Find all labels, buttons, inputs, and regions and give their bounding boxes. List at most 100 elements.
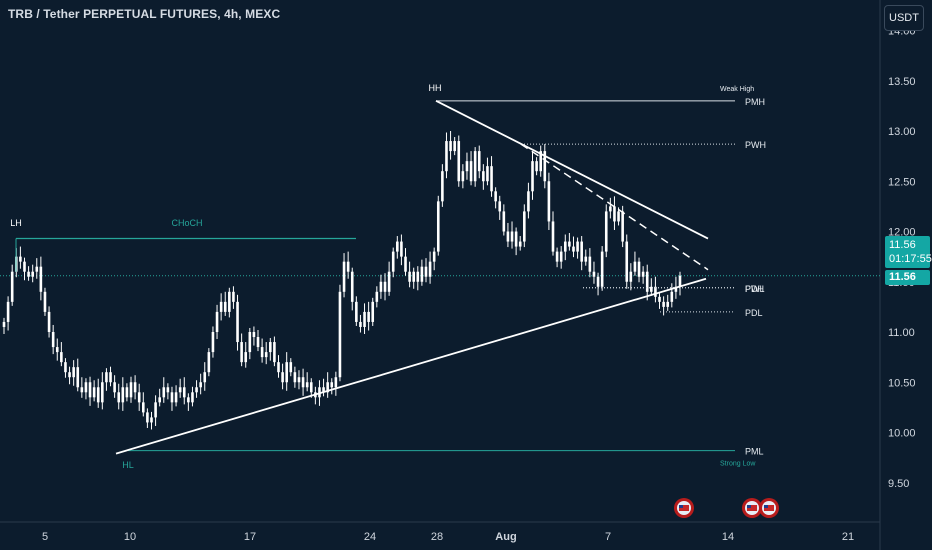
candle-body: [260, 347, 264, 358]
candle-body: [445, 141, 448, 172]
candle-body: [625, 241, 629, 282]
candle-body: [436, 201, 440, 252]
candle-body: [375, 291, 379, 302]
candle: [240, 333, 243, 367]
candle: [330, 378, 334, 395]
candle: [502, 204, 506, 236]
candle: [420, 259, 424, 286]
candle-body: [658, 296, 661, 302]
candle-body: [80, 387, 84, 393]
candle: [363, 303, 366, 335]
candle-body: [563, 241, 567, 252]
candle-body: [600, 251, 604, 287]
structure-label-hl: HL: [122, 460, 134, 470]
candle-body: [400, 241, 403, 257]
candle-body: [338, 291, 342, 378]
candle: [416, 266, 420, 291]
last-price-value: 11.56: [889, 239, 916, 251]
candle: [572, 236, 575, 258]
candle: [166, 383, 170, 400]
candle: [6, 296, 10, 331]
candle-body: [645, 271, 649, 292]
candle-body: [84, 382, 88, 393]
candle-body: [117, 392, 121, 403]
candle-body: [334, 377, 338, 388]
candle: [92, 380, 96, 402]
candle-body: [580, 241, 583, 262]
candle: [449, 131, 452, 160]
candle: [301, 368, 305, 396]
candle-body: [191, 392, 194, 403]
level-label-pwh: PWH: [745, 140, 766, 150]
candle: [244, 342, 248, 368]
candle: [117, 383, 121, 410]
candle-body: [621, 211, 624, 242]
candle: [400, 234, 403, 266]
candle-body: [641, 271, 645, 277]
candle: [510, 221, 514, 249]
candle-body: [187, 397, 190, 403]
candle: [625, 234, 629, 289]
time-tick-label: 5: [42, 531, 48, 543]
candle-body: [293, 372, 297, 383]
candle-body: [678, 275, 682, 287]
candle: [498, 195, 502, 220]
candle-body: [248, 332, 252, 353]
candle-body: [35, 266, 39, 272]
candle-body: [170, 392, 174, 403]
candle: [297, 370, 301, 390]
candle: [146, 408, 149, 428]
level-note: Strong Low: [720, 461, 756, 468]
candle-body: [19, 256, 22, 262]
candle-body: [60, 352, 63, 363]
candle: [613, 196, 616, 230]
candle: [441, 164, 444, 207]
event-icon-stripe: [679, 505, 689, 511]
price-tick-label: 10.00: [888, 428, 916, 440]
candle-body: [96, 387, 100, 403]
candle: [555, 247, 559, 268]
candle: [469, 151, 473, 186]
candle: [150, 411, 153, 430]
candle-body: [23, 261, 26, 272]
candle-body: [244, 352, 248, 363]
currency-button[interactable]: USDT: [884, 5, 924, 31]
candle-body: [412, 271, 415, 282]
candle: [113, 375, 116, 398]
candle: [518, 236, 522, 251]
candle: [195, 380, 198, 398]
candle-body: [613, 206, 616, 222]
candle: [645, 264, 649, 301]
candle-body: [465, 161, 469, 172]
candle: [154, 395, 157, 426]
candle: [158, 388, 161, 407]
candle-body: [281, 372, 284, 383]
candle: [436, 195, 440, 256]
candle: [355, 296, 358, 326]
candle-body: [527, 191, 530, 212]
price-tick-label: 10.50: [888, 377, 916, 389]
candle: [252, 326, 256, 346]
candle: [604, 204, 608, 258]
candle: [203, 362, 207, 391]
level-label-pml: PML: [745, 447, 764, 457]
candle: [133, 375, 137, 400]
candle: [2, 317, 6, 335]
candle-body: [232, 291, 235, 302]
candle-body: [502, 211, 506, 232]
candle-body: [330, 382, 334, 388]
candle-body: [633, 261, 637, 272]
candle-body: [125, 387, 129, 398]
candle-body: [322, 387, 325, 393]
candle-body: [572, 246, 575, 252]
candle-body: [68, 372, 71, 378]
candle: [650, 278, 653, 296]
candle: [141, 392, 145, 417]
candle: [76, 358, 80, 392]
candle: [260, 338, 264, 363]
time-tick-label: 14: [722, 531, 734, 543]
candle-body: [559, 251, 563, 262]
